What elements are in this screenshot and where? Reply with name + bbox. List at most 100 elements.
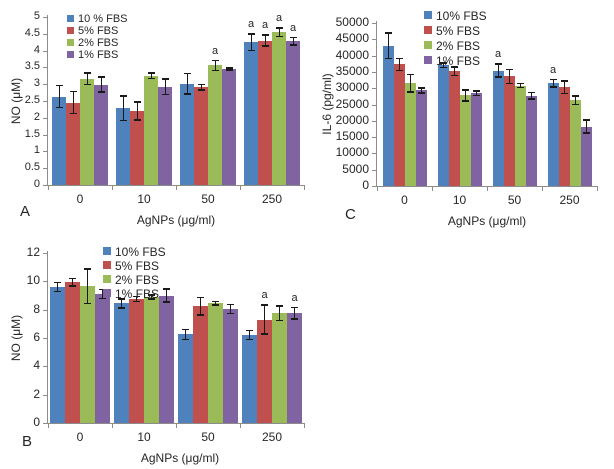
legend-label-series3: 1% FBS <box>115 287 160 301</box>
legend-label-series0: 10 % FBS <box>78 13 128 25</box>
error-bar-stem <box>453 67 455 76</box>
error-bar-stem <box>464 90 466 101</box>
y-tick-mark <box>372 71 376 73</box>
legend-swatch-series2 <box>67 39 74 46</box>
error-bar-cap-top <box>183 72 191 75</box>
y-tick-label: 10 <box>26 273 40 288</box>
bar-series3-cat0 <box>95 294 110 423</box>
error-bar-cap-top <box>69 90 77 93</box>
y-tick-label: 6 <box>33 330 40 344</box>
y-tick-mark <box>43 33 47 35</box>
y-tick-mark <box>372 23 376 24</box>
error-bar-cap-top <box>119 95 127 97</box>
x-axis-line <box>47 185 305 186</box>
error-bar-cap-bottom <box>133 300 140 303</box>
error-bar-stem <box>121 299 122 308</box>
bar-series1-cat1 <box>129 299 144 423</box>
error-bar-cap-bottom <box>276 319 283 322</box>
y-tick-mark <box>43 185 47 186</box>
y-tick-mark <box>43 423 47 424</box>
x-tick-mark <box>47 424 49 428</box>
error-bar-cap-bottom <box>494 76 502 78</box>
error-bar-stem <box>387 33 389 59</box>
error-bar-stem <box>249 330 250 340</box>
error-bar-stem <box>215 301 216 305</box>
x-category-label: 250 <box>261 430 283 444</box>
error-bar-stem <box>475 91 477 96</box>
error-bar-stem <box>552 79 554 87</box>
significance-label: a <box>247 18 255 31</box>
x-category-label: 250 <box>261 192 283 206</box>
error-bar-cap-bottom <box>54 290 61 293</box>
error-bar-cap-bottom <box>291 318 298 320</box>
error-bar-cap-bottom <box>571 103 579 106</box>
error-bar-cap-bottom <box>69 285 76 287</box>
error-bar-cap-top <box>417 87 425 89</box>
bar-series2-cat0 <box>80 78 94 185</box>
legend-label-series2: 2% FBS <box>78 37 119 49</box>
bar-series2-cat3 <box>272 313 287 423</box>
bar-series3-cat1 <box>470 93 482 186</box>
error-bar-stem <box>230 304 231 314</box>
y-tick-mark <box>372 153 376 155</box>
y-tick-label: 20000 <box>335 112 369 127</box>
error-bar-stem <box>58 85 60 108</box>
error-bar-stem <box>72 278 73 286</box>
error-bar-cap-bottom <box>247 49 255 52</box>
error-bar-stem <box>563 81 565 94</box>
y-tick-label: 10000 <box>335 145 369 160</box>
error-bar-cap-bottom <box>99 297 106 300</box>
error-bar-stem <box>214 60 216 71</box>
legend-label-series0: 10% FBS <box>115 245 166 259</box>
x-category-label: 50 <box>201 430 215 444</box>
error-bar-cap-top <box>54 281 61 284</box>
error-bar-stem <box>530 92 532 99</box>
legend-swatch-series1 <box>424 26 432 34</box>
error-bar-stem <box>100 77 102 92</box>
error-bar-cap-bottom <box>450 74 458 77</box>
bar-series0-cat0 <box>50 287 65 423</box>
error-bar-cap-top <box>197 83 205 86</box>
error-bar-cap-top <box>384 32 392 34</box>
bar-series3-cat3 <box>286 41 300 185</box>
error-bar-cap-bottom <box>147 77 155 80</box>
x-category-label: 0 <box>76 192 84 206</box>
y-tick-mark <box>43 101 47 102</box>
error-bar-cap-top <box>118 298 125 300</box>
error-bar-cap-top <box>549 78 557 81</box>
legend-label-series0: 10% FBS <box>436 9 487 23</box>
error-bar-cap-top <box>246 329 253 332</box>
error-bar-cap-bottom <box>246 338 253 341</box>
x-tick-mark <box>175 424 177 428</box>
legend-swatch-series1 <box>67 27 74 34</box>
error-bar-cap-top <box>225 67 233 69</box>
error-bar-cap-top <box>83 72 91 74</box>
bar-series2-cat3 <box>272 32 286 185</box>
bar-series3-cat2 <box>525 95 537 186</box>
legend-label-series2: 2% FBS <box>436 39 481 53</box>
legend-swatch-series3 <box>67 51 74 58</box>
error-bar-cap-bottom <box>84 302 91 305</box>
significance-label: a <box>261 289 268 302</box>
bar-series1-cat0 <box>66 102 80 185</box>
error-bar-cap-top <box>261 34 269 36</box>
legend-label-series2: 2% FBS <box>115 273 160 287</box>
legend-label-series1: 5% FBS <box>115 259 160 273</box>
error-bar-cap-bottom <box>163 301 170 303</box>
y-tick-label: 12 <box>26 245 40 259</box>
y-axis-title: NO (μM) <box>9 77 23 125</box>
x-axis-title: AgNPs (μg/ml) <box>140 451 220 465</box>
y-tick-mark <box>372 88 376 90</box>
error-bar-stem <box>102 289 103 299</box>
error-bar-cap-bottom <box>560 92 568 95</box>
y-tick-mark <box>372 137 376 139</box>
bar-series0-cat3 <box>244 42 258 185</box>
error-bar-cap-bottom <box>118 307 125 309</box>
error-bar-cap-top <box>211 59 219 62</box>
error-bar-cap-top <box>212 300 219 303</box>
y-tick-mark <box>43 17 47 18</box>
error-bar-cap-bottom <box>261 45 269 47</box>
y-tick-label: 0 <box>33 415 40 429</box>
error-bar-stem <box>294 307 295 319</box>
error-bar-stem <box>136 102 138 120</box>
